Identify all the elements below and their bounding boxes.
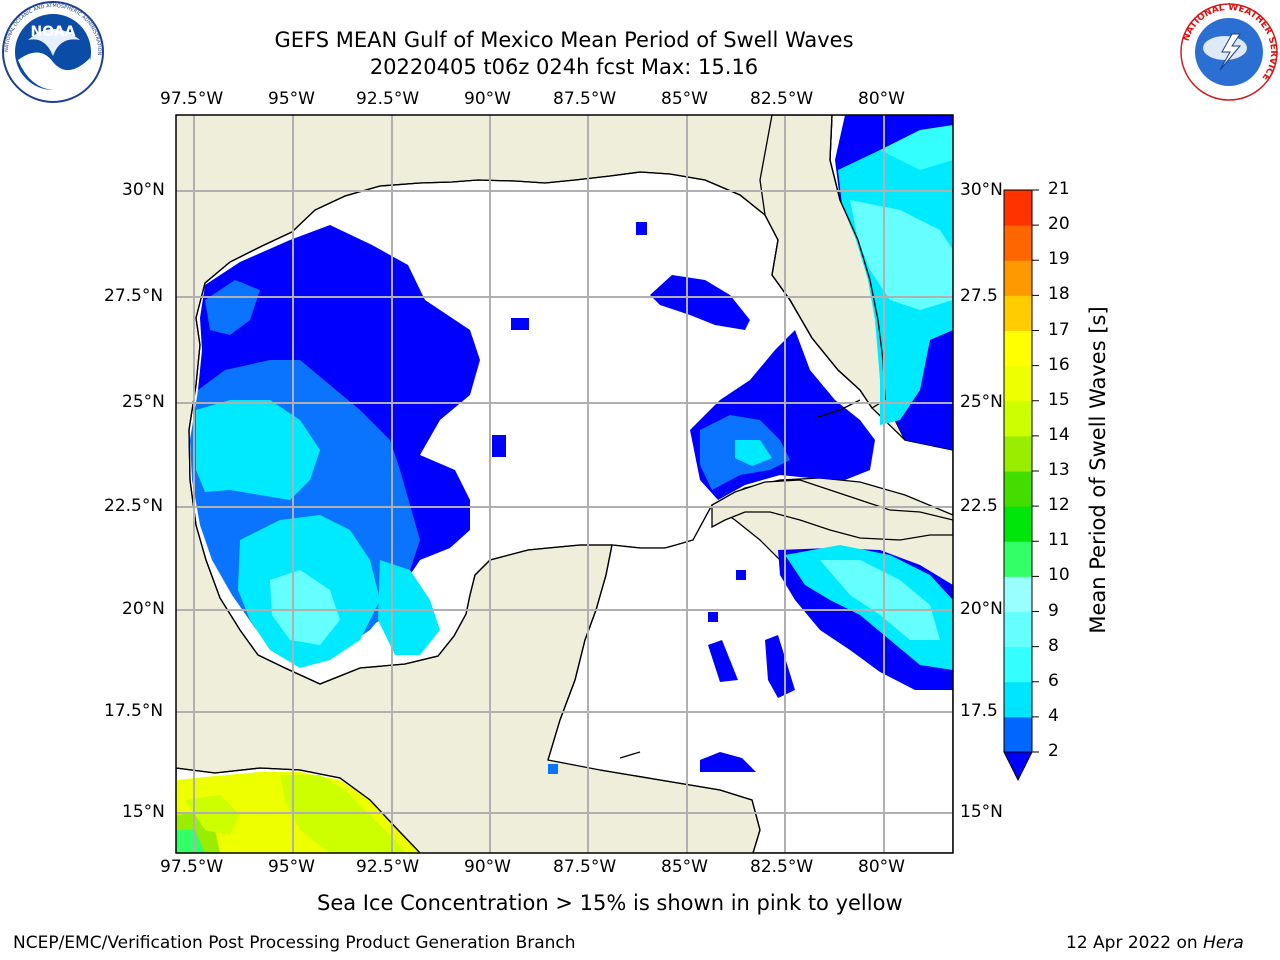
sea-ice-note: Sea Ice Concentration > 15% is shown in … bbox=[317, 891, 903, 915]
colorbar-tick-label: 17 bbox=[1048, 319, 1070, 340]
date-prefix: 12 Apr 2022 on bbox=[1066, 933, 1204, 953]
swell-period-field bbox=[176, 115, 953, 853]
lon-label: 95°W bbox=[268, 89, 315, 109]
cuba bbox=[711, 479, 953, 541]
lon-label: 87.5°W bbox=[553, 857, 617, 877]
colorbar-tick-label: 10 bbox=[1048, 565, 1070, 586]
chart-subtitle: 20220405 t06z 024h fcst Max: 15.16 bbox=[369, 55, 759, 79]
colorbar-segment bbox=[1004, 190, 1032, 226]
lon-label: 82.5°W bbox=[750, 89, 814, 109]
colorbar-tick-label: 19 bbox=[1048, 249, 1070, 270]
lon-label: 82.5°W bbox=[750, 857, 814, 877]
lon-label: 92.5°W bbox=[356, 89, 420, 109]
lon-label: 85°W bbox=[661, 89, 708, 109]
lat-label: 20°N bbox=[960, 599, 1003, 619]
colorbar-tick-label: 16 bbox=[1048, 354, 1070, 375]
lat-label: 15°N bbox=[960, 802, 1003, 822]
date-host: Hera bbox=[1203, 933, 1244, 953]
colorbar-segment bbox=[1004, 541, 1032, 577]
colorbar-tick-label: 8 bbox=[1048, 635, 1059, 656]
colorbar-segment bbox=[1004, 295, 1032, 331]
colorbar-label: Mean Period of Swell Waves [s] bbox=[1086, 306, 1110, 634]
lon-label: 85°W bbox=[661, 857, 708, 877]
lat-label: 27.5°N bbox=[104, 286, 164, 306]
lat-label: 27.5 bbox=[960, 286, 998, 306]
lon-label: 92.5°W bbox=[356, 857, 420, 877]
colorbar-tick-label: 21 bbox=[1048, 179, 1070, 199]
nws-logo: NATIONAL WEATHER SERVICE bbox=[1180, 3, 1278, 101]
lat-label: 15°N bbox=[122, 802, 165, 822]
colorbar-segment bbox=[1004, 365, 1032, 402]
colorbar-tick-label: 4 bbox=[1048, 705, 1059, 726]
colorbar-segment bbox=[1004, 576, 1032, 612]
colorbar-segment bbox=[1004, 225, 1032, 261]
lat-label: 22.5 bbox=[960, 496, 998, 516]
lon-label: 80°W bbox=[858, 857, 905, 877]
lat-label: 30°N bbox=[122, 180, 165, 200]
lat-label: 25°N bbox=[122, 392, 165, 412]
graticule bbox=[176, 115, 953, 853]
lat-label: 30°N bbox=[960, 180, 1003, 200]
lon-label: 97.5°W bbox=[160, 89, 224, 109]
colorbar-segment bbox=[1004, 506, 1032, 542]
colorbar-tick-label: 14 bbox=[1048, 424, 1070, 445]
noaa-logo-text: NOAA bbox=[31, 24, 76, 40]
lat-label: 25°N bbox=[960, 392, 1003, 412]
date-line: 12 Apr 2022 on Hera bbox=[1066, 933, 1244, 953]
noaa-logo: NOAA NATIONAL OCEANIC AND ATMOSPHERIC AD… bbox=[2, 1, 104, 103]
colorbar-segment bbox=[1004, 260, 1032, 296]
colorbar-tick-label: 9 bbox=[1048, 600, 1059, 621]
colorbar-segment bbox=[1004, 400, 1032, 437]
colorbar-tick-label: 12 bbox=[1048, 495, 1070, 516]
lat-label: 22.5°N bbox=[104, 496, 164, 516]
colorbar-tick-label: 6 bbox=[1048, 670, 1059, 691]
colorbar-segment bbox=[1004, 716, 1032, 753]
lon-label: 87.5°W bbox=[553, 89, 617, 109]
colorbar-under-triangle bbox=[1003, 751, 1033, 782]
colorbar-tick-label: 15 bbox=[1048, 389, 1070, 410]
colorbar-tick-label: 13 bbox=[1048, 460, 1070, 480]
credit-line: NCEP/EMC/Verification Post Processing Pr… bbox=[13, 933, 576, 953]
lon-label: 97.5°W bbox=[160, 857, 224, 877]
lon-label: 80°W bbox=[858, 89, 905, 109]
colorbar bbox=[1003, 189, 1039, 782]
colorbar-segment bbox=[1004, 646, 1032, 683]
lon-label: 90°W bbox=[464, 857, 511, 877]
colorbar-tick-label: 11 bbox=[1048, 530, 1070, 551]
map-frame bbox=[175, 114, 954, 854]
lon-label: 90°W bbox=[464, 89, 511, 109]
colorbar-segment bbox=[1004, 330, 1032, 367]
colorbar-tick-label: 2 bbox=[1048, 741, 1059, 761]
colorbar-segment bbox=[1004, 611, 1032, 648]
lat-label: 17.5 bbox=[960, 701, 998, 721]
colorbar-tick-label: 20 bbox=[1048, 214, 1070, 235]
colorbar-segment bbox=[1004, 681, 1032, 718]
colorbar-tick-label: 18 bbox=[1048, 284, 1070, 305]
lat-label: 20°N bbox=[122, 599, 165, 619]
chart-title: GEFS MEAN Gulf of Mexico Mean Period of … bbox=[274, 28, 854, 52]
colorbar-segment bbox=[1004, 471, 1032, 507]
lon-label: 95°W bbox=[268, 857, 315, 877]
colorbar-segment bbox=[1004, 435, 1032, 472]
lat-label: 17.5°N bbox=[104, 701, 164, 721]
